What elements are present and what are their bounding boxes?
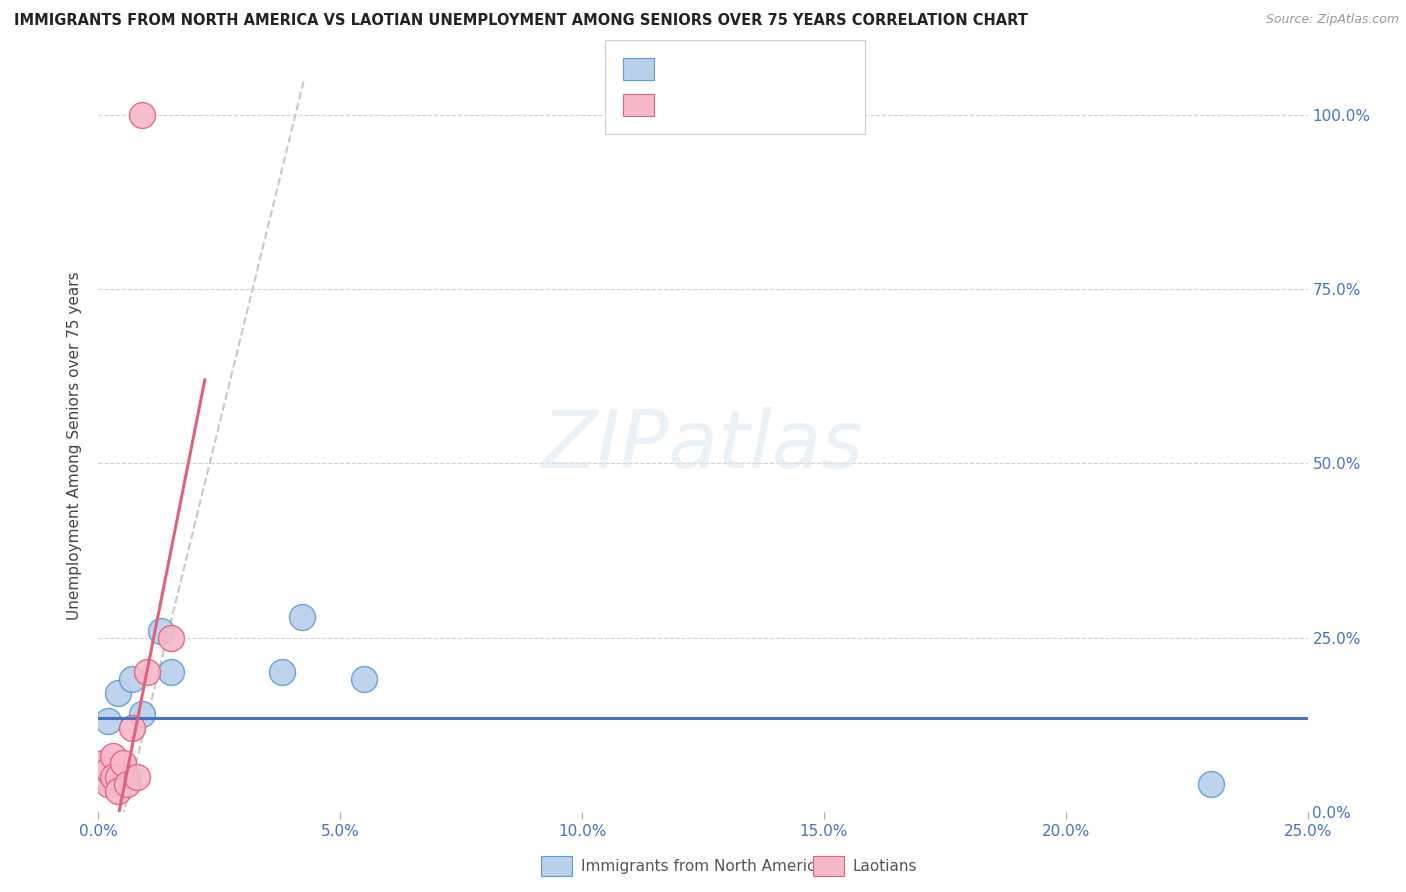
Y-axis label: Unemployment Among Seniors over 75 years: Unemployment Among Seniors over 75 years xyxy=(67,272,83,620)
Point xyxy=(111,756,134,770)
Point xyxy=(131,108,153,122)
Point xyxy=(290,609,312,624)
Text: N = 14: N = 14 xyxy=(773,60,831,78)
Point xyxy=(91,770,114,784)
Point xyxy=(150,624,173,638)
Text: N = 14: N = 14 xyxy=(773,95,831,113)
Text: R = 0.543: R = 0.543 xyxy=(665,95,748,113)
Point xyxy=(271,665,294,680)
Point xyxy=(353,673,375,687)
Point xyxy=(117,770,139,784)
Point xyxy=(97,763,120,777)
Text: IMMIGRANTS FROM NORTH AMERICA VS LAOTIAN UNEMPLOYMENT AMONG SENIORS OVER 75 YEAR: IMMIGRANTS FROM NORTH AMERICA VS LAOTIAN… xyxy=(14,13,1028,29)
Point xyxy=(101,770,124,784)
Point xyxy=(101,770,124,784)
Point xyxy=(1199,777,1222,791)
Point xyxy=(121,673,143,687)
Point xyxy=(91,756,114,770)
Text: Immigrants from North America: Immigrants from North America xyxy=(581,859,824,873)
Point xyxy=(160,631,183,645)
Point xyxy=(131,707,153,722)
Point xyxy=(117,777,139,791)
Point xyxy=(160,665,183,680)
Point xyxy=(135,665,157,680)
Point xyxy=(107,686,129,700)
Point xyxy=(97,714,120,728)
Point xyxy=(127,770,149,784)
Text: ZIPatlas: ZIPatlas xyxy=(541,407,865,485)
Point xyxy=(97,777,120,791)
Point xyxy=(111,770,134,784)
Text: R = 0.010: R = 0.010 xyxy=(665,60,748,78)
Text: Laotians: Laotians xyxy=(852,859,917,873)
Point xyxy=(121,721,143,735)
Point xyxy=(107,784,129,798)
Text: Source: ZipAtlas.com: Source: ZipAtlas.com xyxy=(1265,13,1399,27)
Point xyxy=(107,770,129,784)
Point xyxy=(101,749,124,764)
Point xyxy=(91,770,114,784)
